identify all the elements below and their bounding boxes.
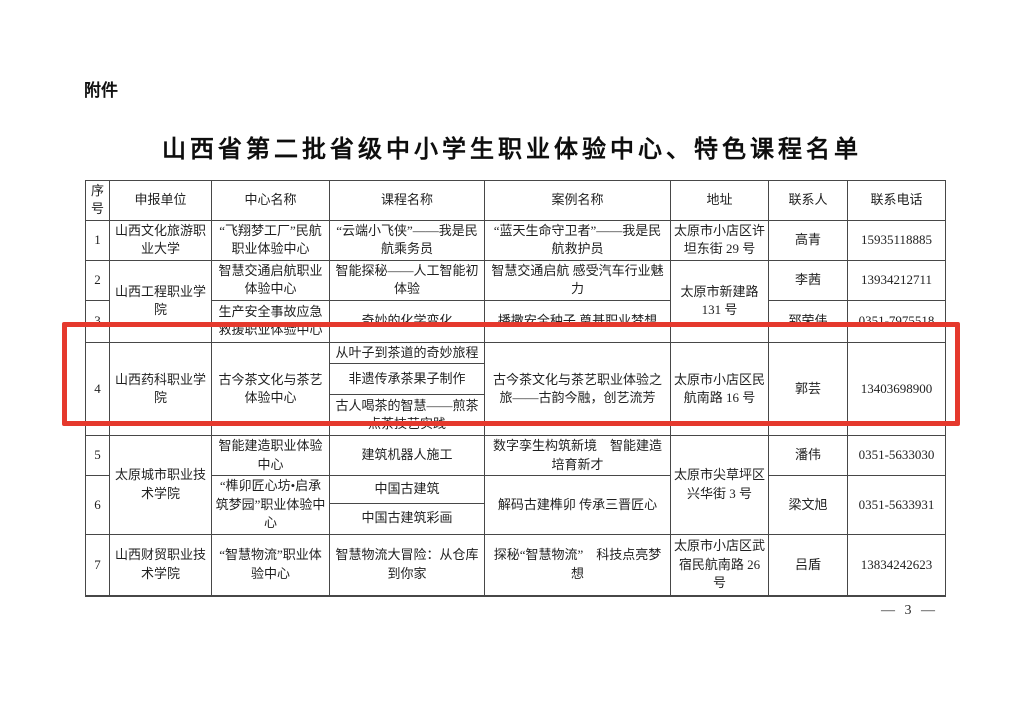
- cell-r5-case: 数字孪生构筑新境 智能建造培育新才: [484, 435, 671, 477]
- cell-r4-org: 山西药科职业学院: [109, 341, 212, 437]
- cell-r7-center: “智慧物流”职业体验中心: [211, 533, 330, 598]
- page-title: 山西省第二批省级中小学生职业体验中心、特色课程名单: [162, 136, 862, 163]
- cell-r6-contact: 梁文旭: [768, 475, 848, 535]
- cell-r4-addr: 太原市小店区民航南路 16 号: [670, 341, 769, 437]
- table-row-3: 3 生产安全事故应急救援职业体验中心 奇妙的化学变化 播撒安全种子 奠基职业梦想…: [85, 299, 946, 343]
- cell-r3-center: 生产安全事故应急救援职业体验中心: [211, 299, 330, 343]
- cell-r3-no: 3: [85, 299, 110, 343]
- centers-table: 序号 申报单位 中心名称 课程名称 案例名称 地址 联系人 联系电话 1 山西文…: [85, 180, 946, 598]
- cell-r4-phone: 13403698900: [847, 341, 946, 437]
- header-case: 案例名称: [484, 180, 671, 221]
- cell-r5-course: 建筑机器人施工: [329, 435, 485, 477]
- cell-r1-phone: 15935118885: [847, 219, 946, 261]
- cell-r4-case: 古今茶文化与茶艺职业体验之旅——古韵今融，创艺流芳: [484, 341, 671, 437]
- table-row-4c: 古人喝茶的智慧——煎茶点茶技艺实践: [86, 394, 946, 437]
- table-row-7: 7 山西财贸职业技术学院 “智慧物流”职业体验中心 智慧物流大冒险：从仓库到你家…: [85, 533, 946, 598]
- cell-r56-addr: 太原市尖草坪区兴华街 3 号: [670, 435, 769, 535]
- cell-r5-contact: 潘伟: [768, 435, 848, 477]
- cell-r2-center: 智慧交通启航职业体验中心: [211, 259, 330, 301]
- header-contact: 联系人: [768, 180, 848, 221]
- cell-r1-center: “飞翔梦工厂”民航职业体验中心: [211, 219, 330, 261]
- cell-r6-course2: 中国古建筑彩画: [329, 502, 485, 535]
- cell-r7-phone: 13834242623: [847, 533, 946, 598]
- cell-r7-case: 探秘“智慧物流” 科技点亮梦想: [484, 533, 671, 598]
- cell-r1-no: 1: [85, 219, 110, 261]
- header-phone: 联系电话: [847, 180, 946, 221]
- cell-r3-phone: 0351-7975518: [847, 299, 946, 343]
- cell-r1-course: “云端小飞侠”——我是民航乘务员: [329, 219, 485, 261]
- header-center: 中心名称: [211, 180, 330, 221]
- page-number: — 3 —: [881, 603, 938, 618]
- attachment-label: 附件: [84, 81, 118, 100]
- cell-r5-phone: 0351-5633030: [847, 435, 946, 477]
- cell-r6-case: 解码古建榫卯 传承三晋匠心: [484, 475, 671, 535]
- table-row-5: 5 太原城市职业技术学院 智能建造职业体验中心 建筑机器人施工 数字孪生构筑新境…: [85, 435, 946, 535]
- cell-r3-contact: 郅荣伟: [768, 299, 848, 343]
- cell-r7-org: 山西财贸职业技术学院: [109, 533, 212, 598]
- table-row-1: 1 山西文化旅游职业大学 “飞翔梦工厂”民航职业体验中心 “云端小飞侠”——我是…: [85, 219, 946, 261]
- cell-r4-center: 古今茶文化与茶艺体验中心: [211, 341, 330, 437]
- header-course: 课程名称: [329, 180, 485, 221]
- cell-r1-org: 山西文化旅游职业大学: [109, 219, 212, 261]
- cell-r5-no: 5: [85, 435, 110, 477]
- cell-r7-contact: 吕盾: [768, 533, 848, 598]
- table-header-row: 序号 申报单位 中心名称 课程名称 案例名称 地址 联系人 联系电话: [85, 180, 946, 221]
- cell-r2-no: 2: [85, 259, 110, 301]
- cell-r6-center: “榫卯匠心坊•启承筑梦园”职业体验中心: [211, 475, 330, 535]
- cell-r1-addr: 太原市小店区许坦东街 29 号: [670, 219, 769, 261]
- cell-r6-course1: 中国古建筑: [329, 475, 485, 504]
- cell-r5-center: 智能建造职业体验中心: [211, 435, 330, 477]
- cell-r3-course: 奇妙的化学变化: [329, 299, 485, 343]
- cell-r4-contact: 郭芸: [768, 341, 848, 437]
- cell-r2-contact: 李茜: [768, 259, 848, 301]
- table-row-6a: 6 “榫卯匠心坊•启承筑梦园”职业体验中心 中国古建筑 解码古建榫卯 传承三晋匠…: [85, 475, 946, 535]
- cell-r56-org: 太原城市职业技术学院: [109, 435, 212, 535]
- cell-r6-phone: 0351-5633931: [847, 475, 946, 535]
- cell-r2-phone: 13934212711: [847, 259, 946, 301]
- cell-r7-course: 智慧物流大冒险：从仓库到你家: [329, 533, 485, 598]
- cell-r1-case: “蓝天生命守卫者”——我是民航救护员: [484, 219, 671, 261]
- cell-r1-contact: 高青: [768, 219, 848, 261]
- header-seq: 序号: [85, 180, 110, 221]
- cell-r4-course1: 从叶子到茶道的奇妙旅程: [329, 341, 485, 365]
- cell-r4-no: 4: [85, 341, 110, 437]
- table-row-4a: 4 山西药科职业学院 古今茶文化与茶艺体验中心 从叶子到茶道的奇妙旅程 古今茶文…: [85, 341, 946, 437]
- header-org: 申报单位: [109, 180, 212, 221]
- cell-r2-course: 智能探秘——人工智能初体验: [329, 259, 485, 301]
- cell-r6-no: 6: [85, 475, 110, 535]
- cell-r7-addr: 太原市小店区武宿民航南路 26 号: [670, 533, 769, 598]
- cell-r3-case: 播撒安全种子 奠基职业梦想: [484, 299, 671, 343]
- header-address: 地址: [670, 180, 769, 221]
- table-row-2: 2 山西工程职业学院 智慧交通启航职业体验中心 智能探秘——人工智能初体验 智慧…: [85, 259, 946, 343]
- cell-r4-course2: 非遗传承茶果子制作: [329, 363, 485, 396]
- table-row-6b: 中国古建筑彩画: [86, 502, 946, 535]
- cell-r23-addr: 太原市新建路 131 号: [670, 259, 769, 343]
- cell-r23-org: 山西工程职业学院: [109, 259, 212, 343]
- cell-r2-case: 智慧交通启航 感受汽车行业魅力: [484, 259, 671, 301]
- cell-r7-no: 7: [85, 533, 110, 598]
- table-row-4b: 非遗传承茶果子制作: [86, 363, 946, 396]
- cell-r4-course3: 古人喝茶的智慧——煎茶点茶技艺实践: [329, 394, 485, 437]
